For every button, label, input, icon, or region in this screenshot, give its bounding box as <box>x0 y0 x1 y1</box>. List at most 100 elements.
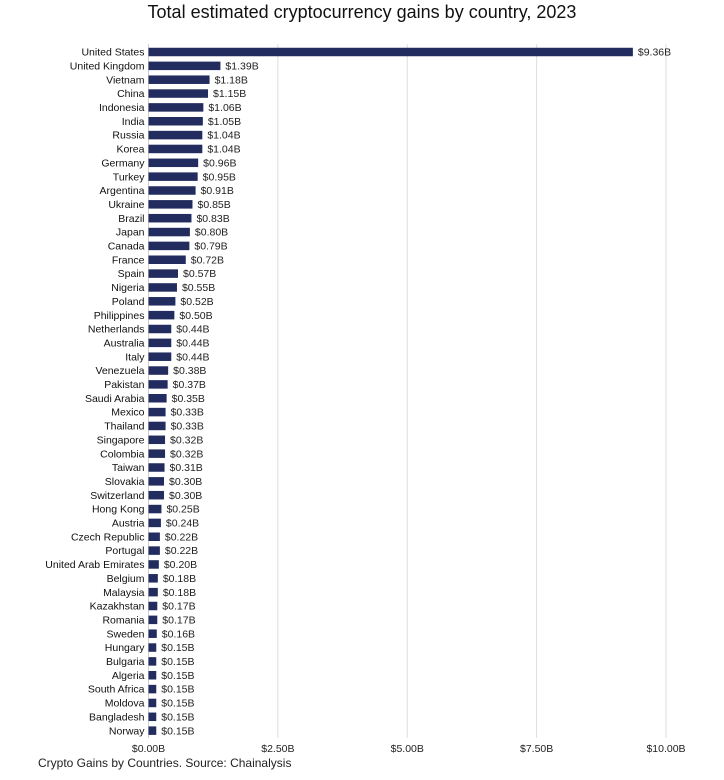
bar <box>148 144 203 154</box>
bar <box>148 463 165 472</box>
category-label: United Kingdom <box>70 60 145 72</box>
value-label: $0.38B <box>173 365 206 377</box>
value-label: $0.31B <box>170 462 203 474</box>
category-label: France <box>112 254 145 266</box>
category-label: Belgium <box>107 573 145 585</box>
category-label: South Africa <box>88 684 145 696</box>
bar <box>148 615 158 625</box>
value-label: $0.37B <box>173 379 206 391</box>
bar <box>148 117 203 126</box>
bar <box>148 532 160 541</box>
value-label: $0.44B <box>176 351 209 363</box>
value-label: $0.22B <box>165 531 198 543</box>
bar <box>148 158 199 168</box>
category-label: Malaysia <box>103 587 145 599</box>
value-label: $0.35B <box>172 393 205 405</box>
value-label: $0.33B <box>171 407 204 419</box>
category-label: Russia <box>112 130 144 142</box>
category-label: China <box>117 88 145 100</box>
x-tick-label: $2.50B <box>261 743 294 755</box>
category-label: United States <box>81 47 144 59</box>
bar <box>148 726 157 735</box>
bar <box>148 712 157 722</box>
value-labels: $9.36B $1.39B $1.18B $1.15B $1.06B $1.05B $1.0… <box>161 47 671 738</box>
value-label: $0.55B <box>182 282 215 294</box>
category-label: Saudi Arabia <box>85 393 145 405</box>
x-tick-label: $0.00B <box>132 743 165 755</box>
value-label: $0.72B <box>191 254 224 266</box>
bar <box>148 241 190 251</box>
bar <box>148 546 160 555</box>
bar <box>148 186 196 195</box>
category-label: Norway <box>109 725 145 737</box>
value-label: $0.20B <box>164 559 197 571</box>
category-label: Thailand <box>104 421 144 433</box>
category-label: Pakistan <box>104 379 144 391</box>
bar <box>148 490 165 500</box>
category-label: Brazil <box>118 213 144 225</box>
bar <box>148 255 186 264</box>
bar <box>148 227 190 237</box>
category-label: Korea <box>116 144 144 156</box>
value-label: $0.15B <box>161 725 194 737</box>
bar <box>148 671 157 680</box>
bar <box>148 269 178 278</box>
bar <box>148 47 633 57</box>
x-tick-label: $7.50B <box>520 743 553 755</box>
value-label: $0.44B <box>176 337 209 349</box>
value-label: $0.79B <box>194 241 227 253</box>
bar <box>148 324 172 334</box>
category-label: Slovakia <box>105 476 145 488</box>
category-label: Sweden <box>107 628 145 640</box>
bar <box>148 394 167 403</box>
value-label: $0.83B <box>196 213 229 225</box>
value-label: $0.32B <box>170 434 203 446</box>
value-label: $0.52B <box>180 296 213 308</box>
value-label: $1.18B <box>215 74 248 86</box>
value-label: $0.50B <box>179 310 212 322</box>
category-label: Venezuela <box>95 365 144 377</box>
x-tick-label: $10.00B <box>646 743 685 755</box>
value-label: $0.25B <box>166 504 199 516</box>
category-label: Ukraine <box>108 199 144 211</box>
bar <box>148 380 168 389</box>
category-label: Germany <box>101 157 145 169</box>
bar <box>148 629 157 638</box>
x-axis-tick-labels: $0.00B $2.50B $5.00B $7.50B $10.00B <box>132 743 686 755</box>
category-label: Kazakhstan <box>90 601 145 613</box>
value-label: $0.18B <box>163 587 196 599</box>
bar <box>148 352 172 361</box>
bar <box>148 213 192 223</box>
category-label: Mexico <box>111 407 144 419</box>
bar <box>148 338 172 348</box>
bar <box>148 518 161 528</box>
category-label: Indonesia <box>99 102 145 114</box>
bar <box>148 61 221 71</box>
category-label: Taiwan <box>112 462 145 474</box>
bar <box>148 283 177 292</box>
bar <box>148 657 157 666</box>
value-label: $1.06B <box>208 102 241 114</box>
category-label: Austria <box>112 518 145 530</box>
value-label: $0.85B <box>197 199 230 211</box>
bars <box>148 47 633 735</box>
bar <box>148 504 162 514</box>
value-label: $0.15B <box>161 698 194 710</box>
value-label: $0.15B <box>161 656 194 668</box>
value-label: $0.15B <box>161 670 194 682</box>
value-label: $0.18B <box>163 573 196 585</box>
category-label: Hong Kong <box>92 504 145 516</box>
bar <box>148 449 166 458</box>
value-label: $0.15B <box>161 711 194 723</box>
bar <box>148 574 158 583</box>
value-label: $0.44B <box>176 324 209 336</box>
value-label: $0.95B <box>203 171 236 183</box>
bar <box>148 172 198 181</box>
value-label: $0.17B <box>162 601 195 613</box>
value-label: $0.15B <box>161 642 194 654</box>
value-label: $1.04B <box>207 130 240 142</box>
category-label: Portugal <box>105 545 144 557</box>
category-label: Algeria <box>112 670 145 682</box>
bar <box>148 587 158 597</box>
